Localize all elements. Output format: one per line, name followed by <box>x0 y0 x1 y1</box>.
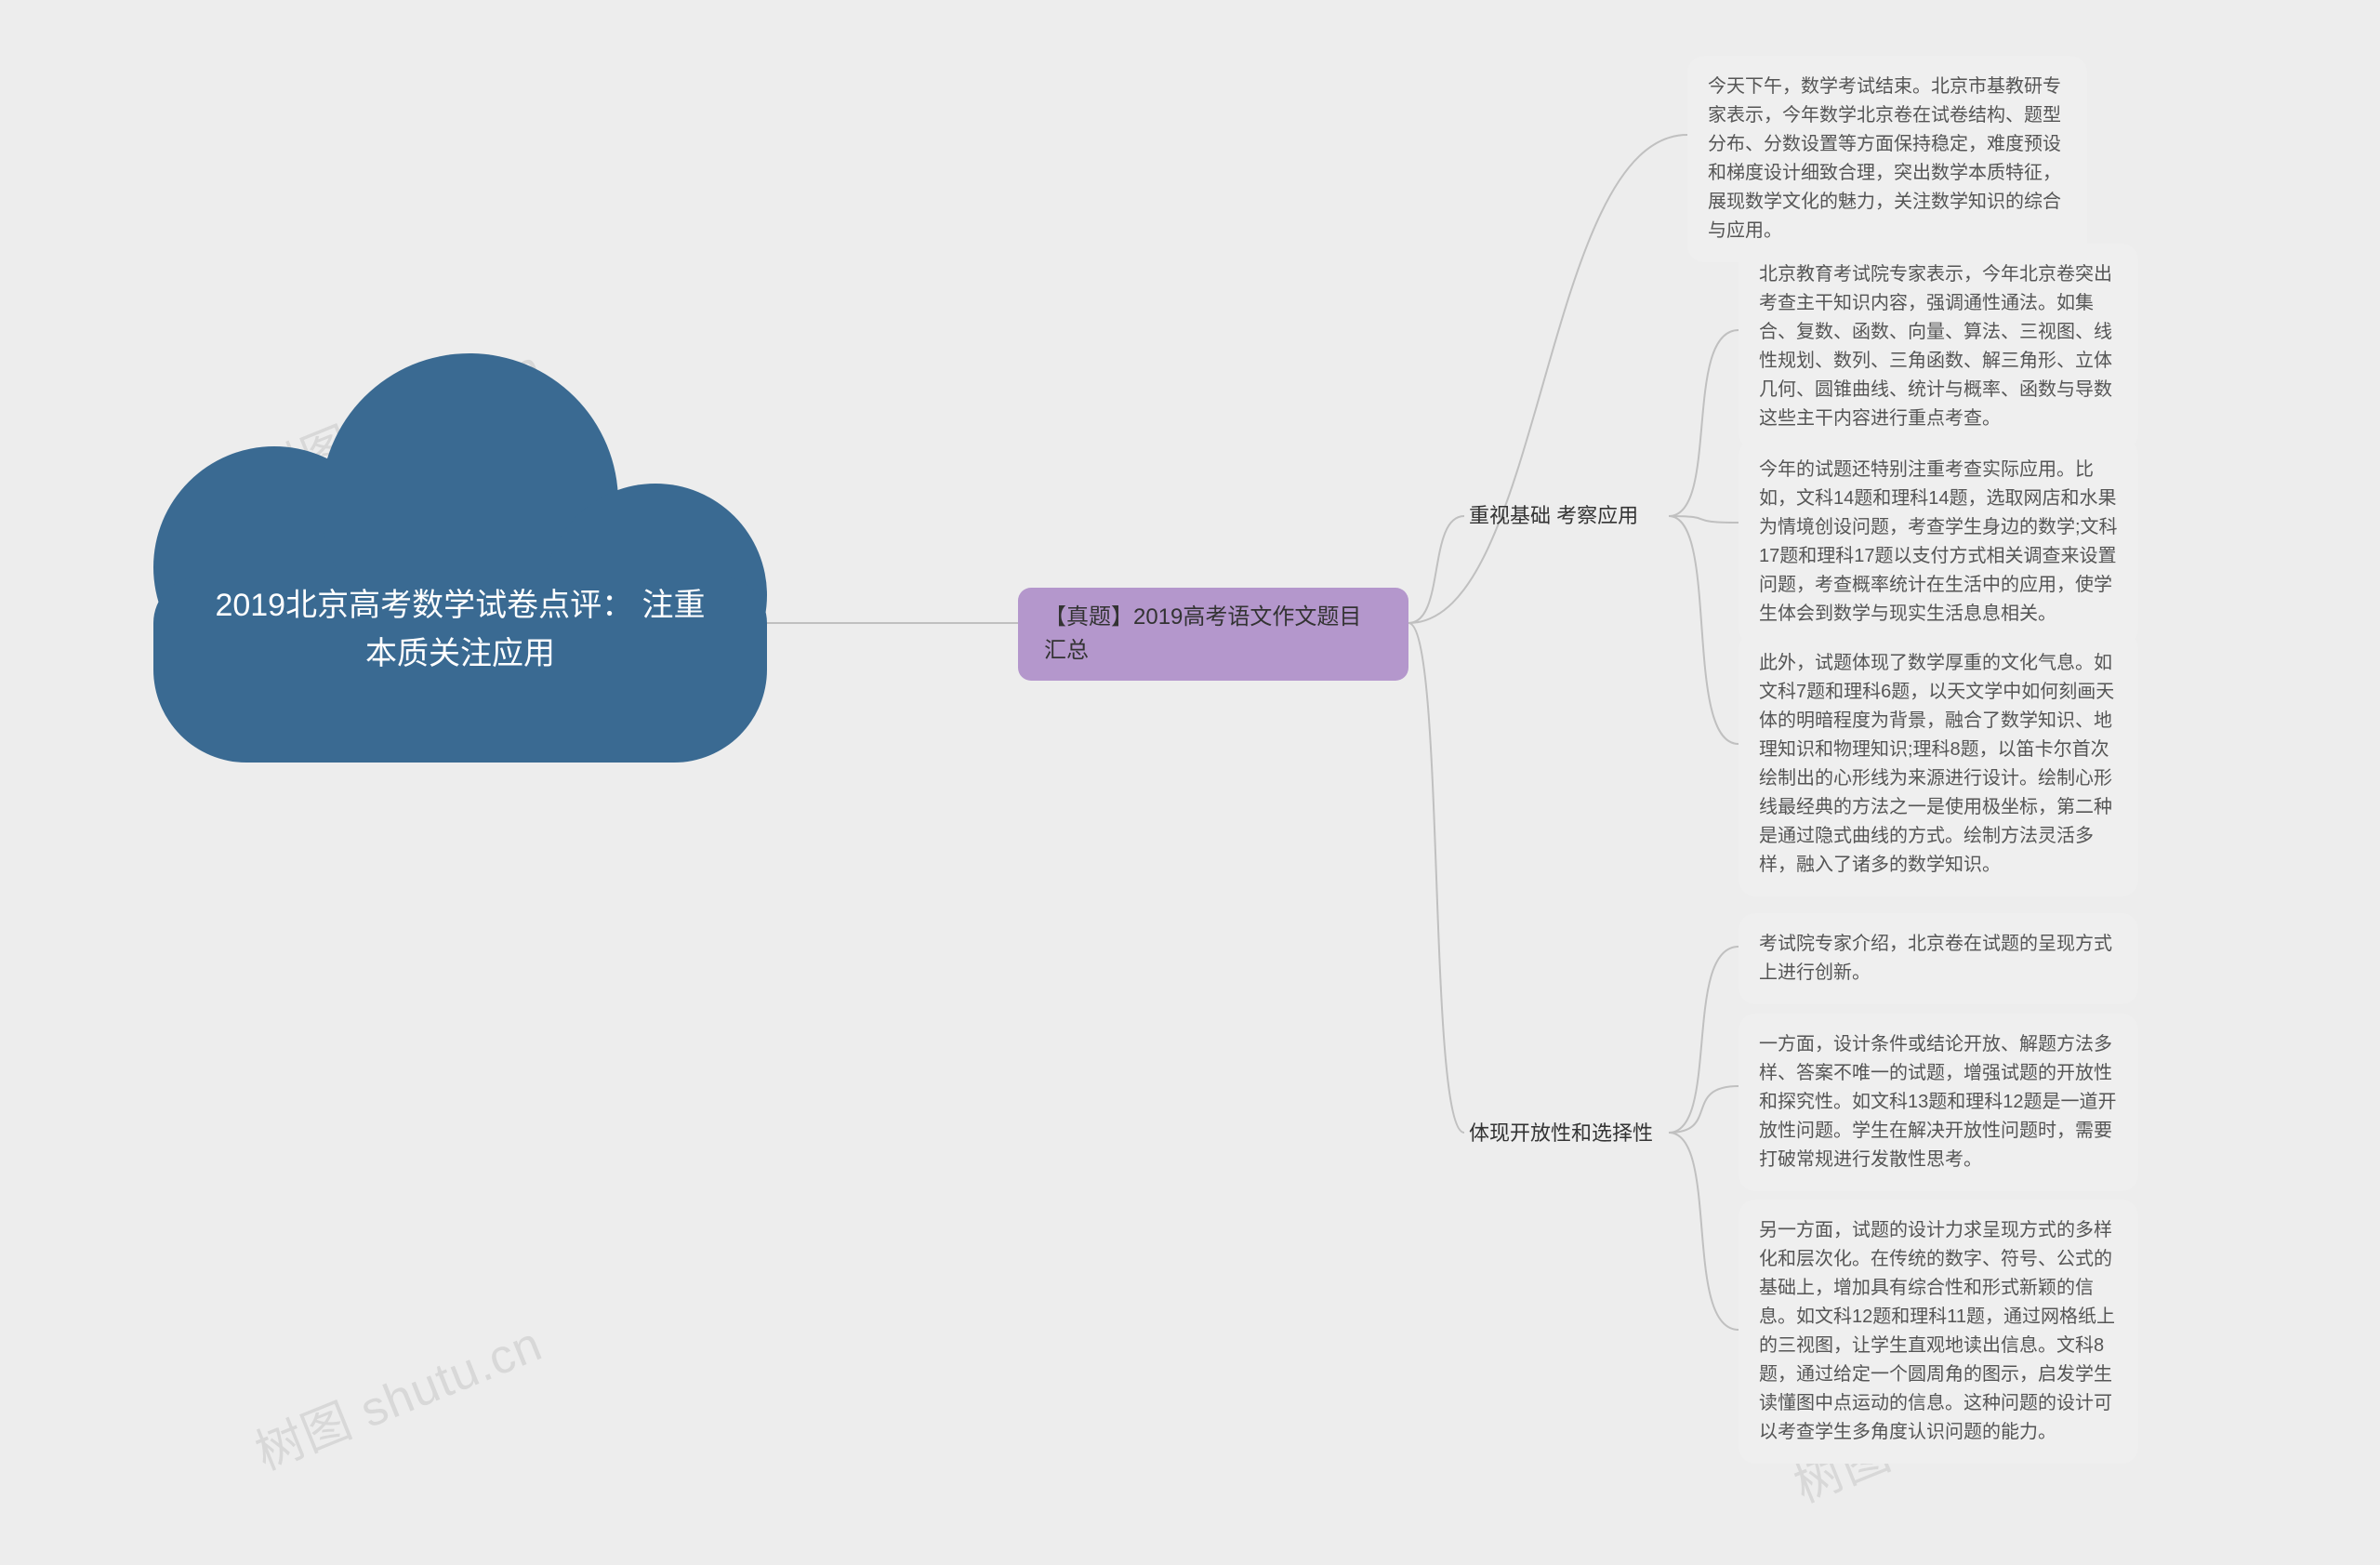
leaf-node[interactable]: 考试院专家介绍，北京卷在试题的呈现方式上进行创新。 <box>1739 913 2138 1004</box>
link-l1-leaf0 <box>1408 135 1687 623</box>
branch-heading[interactable]: 重视基础 考察应用 <box>1469 500 1638 531</box>
leaf-node[interactable]: 北京教育考试院专家表示，今年北京卷突出考查主干知识内容，强调通性通法。如集合、复… <box>1739 244 2138 450</box>
link-h1-leaf2 <box>1669 516 1739 523</box>
leaf-node[interactable]: 一方面，设计条件或结论开放、解题方法多样、答案不唯一的试题，增强试题的开放性和探… <box>1739 1014 2138 1191</box>
level1-node[interactable]: 【真题】2019高考语文作文题目汇总 <box>1018 588 1408 681</box>
link-h1-leaf3 <box>1669 516 1739 744</box>
watermark: 树图 shutu.cn <box>244 1305 550 1483</box>
leaf-node[interactable]: 另一方面，试题的设计力求呈现方式的多样化和层次化。在传统的数字、符号、公式的基础… <box>1739 1200 2138 1464</box>
leaf-node[interactable]: 此外，试题体现了数学厚重的文化气息。如文科7题和理科6题，以天文学中如何刻画天体… <box>1739 632 2138 896</box>
mindmap-canvas: 树图 shutu.cn 树图 shutu.cn 树图 shutu.cn 树图 s… <box>0 0 2380 1565</box>
leaf-node[interactable]: 今年的试题还特别注重考查实际应用。比如，文科14题和理科14题，选取网店和水果为… <box>1739 439 2138 645</box>
link-h2-leaf6 <box>1669 1133 1739 1330</box>
branch-heading[interactable]: 体现开放性和选择性 <box>1469 1118 1653 1148</box>
link-h2-leaf5 <box>1669 1086 1739 1133</box>
leaf-node[interactable]: 今天下午，数学考试结束。北京市基教研专家表示，今年数学北京卷在试卷结构、题型分布… <box>1687 56 2087 262</box>
link-h1-leaf1 <box>1669 330 1739 516</box>
root-node-label: 2019北京高考数学试卷点评： 注重本质关注应用 <box>153 581 767 679</box>
link-l1-h2 <box>1408 623 1464 1133</box>
root-node[interactable]: 2019北京高考数学试卷点评： 注重本质关注应用 <box>153 372 767 763</box>
link-l1-h1 <box>1408 516 1464 623</box>
link-h2-leaf4 <box>1669 947 1739 1133</box>
